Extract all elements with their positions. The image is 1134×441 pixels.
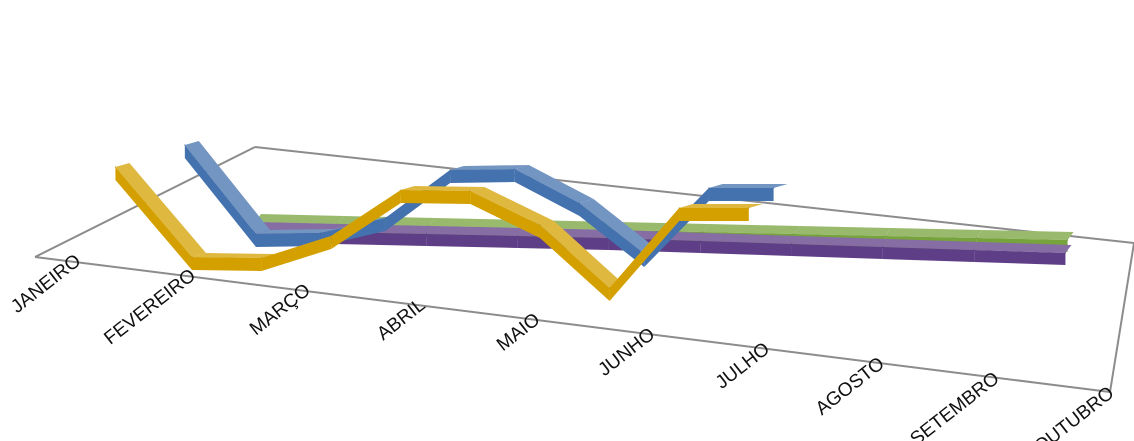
series-4-segment-top xyxy=(976,230,1074,240)
series-2-point xyxy=(449,169,451,171)
series-2-point xyxy=(514,168,516,170)
series-4-point xyxy=(702,231,704,233)
series-4-point xyxy=(975,237,977,239)
series-1-point xyxy=(469,190,471,192)
x-tick-labels: JANEIRO FEVEREIRO MARÇO ABRIL MAIO JUNHO JULHO… xyxy=(7,250,1118,441)
series-2-segment-top xyxy=(450,165,529,170)
series-1-segment-top xyxy=(679,204,763,208)
floor-right-edge xyxy=(1109,242,1134,393)
x-tick-label: SETEMBRO xyxy=(907,368,1004,441)
series-1-point xyxy=(678,207,680,209)
series-1-segment xyxy=(192,257,262,271)
series-1-segment xyxy=(470,191,540,238)
series-4-segment-top xyxy=(702,224,800,234)
x-tick-label: OUTUBRO xyxy=(1030,383,1118,441)
series-4-segment-top xyxy=(885,228,983,238)
series-3-point xyxy=(699,240,701,242)
series-2-point xyxy=(184,144,186,146)
series-3-segment-top xyxy=(700,233,798,244)
series-2-segment xyxy=(514,169,580,216)
series-1-segment xyxy=(261,236,332,271)
series-3-segment xyxy=(426,234,518,248)
series-1-segment xyxy=(115,167,192,270)
series-1-segment-top xyxy=(470,187,554,225)
x-tick-label: JUNHO xyxy=(595,324,660,381)
series-1-point xyxy=(114,166,116,168)
series-1-segment xyxy=(609,208,680,301)
series-3-point xyxy=(791,243,793,245)
series-3-point xyxy=(882,246,884,248)
series-1-point xyxy=(191,256,193,258)
floor-front-edge xyxy=(34,256,1111,393)
x-tick-label: JANEIRO xyxy=(7,250,85,317)
series-2-point xyxy=(255,233,257,235)
series-2-point xyxy=(384,217,386,219)
series-2-segment-top xyxy=(708,184,788,188)
series-3-point xyxy=(973,249,975,251)
series-4-point xyxy=(884,235,886,237)
series-4-point xyxy=(1067,239,1069,241)
series-1-segment xyxy=(540,225,610,301)
series-4-segment-top xyxy=(793,226,892,236)
series-2-segment-top xyxy=(256,229,335,234)
series-2-segment xyxy=(184,145,256,247)
series-1-segment xyxy=(331,190,401,249)
series-2-segment-top xyxy=(579,199,659,254)
series-3-point xyxy=(1064,252,1066,254)
series-2-ribbon xyxy=(184,141,788,267)
series-4-segment-top xyxy=(255,214,344,224)
series-2-point xyxy=(320,232,322,234)
series-1-segment xyxy=(400,190,471,204)
series-3-segment xyxy=(974,250,1066,265)
series-1-point xyxy=(330,235,332,237)
x-tick-label: AGOSTO xyxy=(812,353,889,419)
series-2-point xyxy=(708,187,710,189)
series-3-segment-top xyxy=(426,226,524,236)
series-3-segment-top xyxy=(974,242,1072,253)
series-3-segment-top xyxy=(791,236,889,247)
series-2-segment-top xyxy=(184,141,270,234)
series-1-ribbon xyxy=(114,163,763,301)
series-3-point xyxy=(425,233,427,235)
series-3-segment xyxy=(700,241,792,256)
series-3-segment-top xyxy=(882,239,981,250)
series-1-point xyxy=(261,257,263,259)
series-2-segment xyxy=(579,203,645,267)
series-1-segment xyxy=(679,208,749,221)
series-1-segment-top xyxy=(400,186,485,191)
series-2-point xyxy=(773,187,775,189)
series-1-segment-top xyxy=(115,163,206,257)
x-tick-label: FEVEREIRO xyxy=(100,265,199,349)
series-1-point xyxy=(400,189,402,191)
series-1-segment-top xyxy=(192,253,276,258)
series-3-segment xyxy=(882,247,975,262)
series-2-segment xyxy=(256,233,321,247)
series-1-point xyxy=(609,287,611,289)
series-2-point xyxy=(579,202,580,204)
series-ribbons xyxy=(114,141,1074,301)
series-4-segment-top xyxy=(429,218,527,228)
series-2-segment-top xyxy=(514,165,594,203)
floor-back-edge xyxy=(254,146,1134,244)
series-2-segment xyxy=(708,188,774,201)
series-3-segment xyxy=(791,244,883,259)
series-1-segment-top xyxy=(540,221,624,288)
series-4-point xyxy=(793,233,795,235)
series-2-segment xyxy=(450,169,515,183)
series-1-point xyxy=(539,224,541,226)
series-1-point xyxy=(748,207,750,209)
series-3-point xyxy=(517,235,519,237)
